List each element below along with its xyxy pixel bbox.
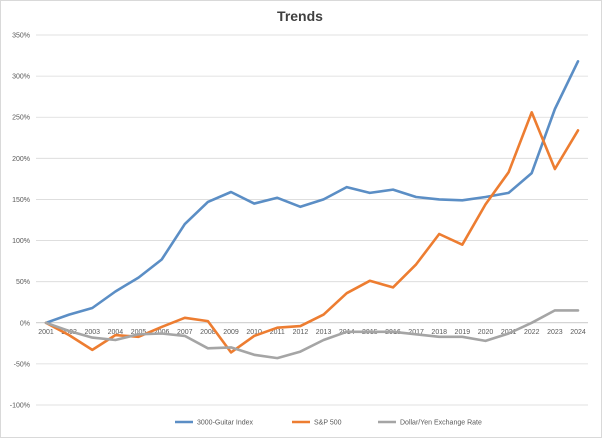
- x-tick-label: 2024: [570, 329, 586, 336]
- x-tick-label: 2023: [547, 329, 563, 336]
- y-tick-label: 150%: [12, 197, 30, 204]
- y-tick-label: 300%: [12, 74, 30, 81]
- y-tick-label: 200%: [12, 156, 30, 163]
- y-tick-label: 100%: [12, 238, 30, 245]
- series-line-2: [44, 111, 580, 354]
- y-tick-label: 350%: [12, 33, 30, 40]
- legend-label: 3000-Guitar Index: [197, 420, 254, 427]
- gridlines: [36, 34, 588, 406]
- x-tick-label: 2007: [177, 329, 193, 336]
- x-tick-label: 2017: [408, 329, 424, 336]
- x-tick-label: 2005: [131, 329, 147, 336]
- legend-label: S&P 500: [314, 420, 342, 427]
- x-tick-label: 2020: [478, 329, 494, 336]
- x-tick-label: 2003: [84, 329, 100, 336]
- series-line-1: [44, 59, 580, 325]
- y-tick-label: 0%: [20, 320, 30, 327]
- y-tick-label: 250%: [12, 115, 30, 122]
- x-tick-label: 2001: [38, 329, 54, 336]
- x-tick-label: 2019: [455, 329, 471, 336]
- x-tick-label: 2004: [108, 329, 124, 336]
- y-tick-label: -50%: [14, 361, 30, 368]
- y-axis-ticks: 350% 300% 250% 200% 150% 100% 50% 0% -50% -100%: [10, 33, 30, 410]
- chart-title: Trends: [277, 8, 323, 24]
- legend-label: Dollar/Yen Exchange Rate: [400, 420, 482, 427]
- x-tick-label: 2012: [293, 329, 309, 336]
- series-lines: [44, 59, 580, 360]
- x-tick-label: 2022: [524, 329, 540, 336]
- x-tick-label: 2010: [246, 329, 262, 336]
- legend: 3000-Guitar Index S&P 500 Dollar/Yen Excha…: [175, 420, 482, 427]
- x-tick-label: 2009: [223, 329, 239, 336]
- series-line-3: [44, 309, 580, 360]
- x-tick-label: 2018: [431, 329, 447, 336]
- y-tick-label: 50%: [16, 279, 30, 286]
- x-tick-label: 2011: [270, 329, 285, 336]
- x-tick-label: 2013: [316, 329, 332, 336]
- x-tick-label: 2008: [200, 329, 216, 336]
- y-tick-label: -100%: [10, 403, 30, 410]
